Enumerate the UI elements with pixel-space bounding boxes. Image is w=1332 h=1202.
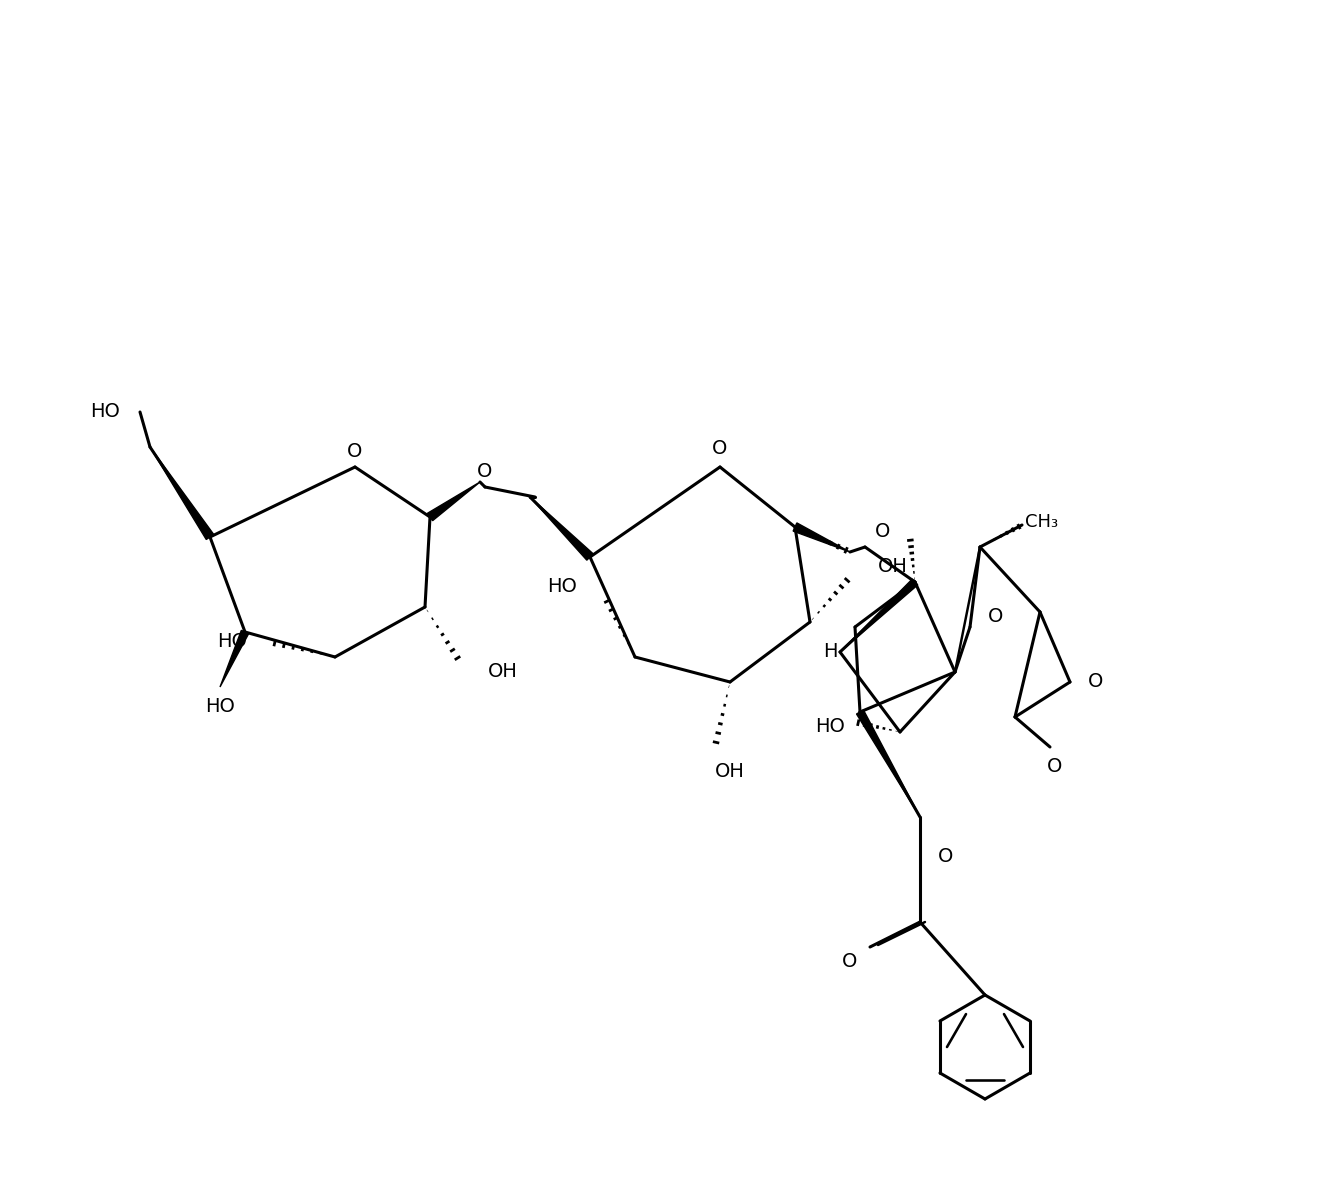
Text: O: O (988, 607, 1003, 626)
Polygon shape (793, 523, 850, 552)
Text: HO: HO (217, 632, 246, 651)
Text: OH: OH (488, 662, 518, 682)
Text: HO: HO (205, 697, 234, 716)
Text: O: O (713, 440, 727, 458)
Text: OH: OH (715, 762, 745, 781)
Text: HO: HO (91, 403, 120, 422)
Polygon shape (856, 710, 920, 817)
Polygon shape (151, 447, 213, 540)
Text: O: O (1047, 757, 1063, 776)
Polygon shape (840, 579, 918, 651)
Polygon shape (428, 482, 480, 520)
Text: O: O (842, 952, 858, 971)
Text: O: O (938, 847, 954, 867)
Polygon shape (530, 496, 593, 560)
Text: O: O (875, 523, 891, 541)
Text: OH: OH (878, 558, 908, 577)
Text: CH₃: CH₃ (1026, 513, 1058, 531)
Text: H: H (823, 643, 838, 661)
Text: HO: HO (547, 577, 577, 596)
Text: O: O (1088, 672, 1103, 691)
Polygon shape (220, 630, 249, 688)
Text: O: O (477, 463, 493, 482)
Text: HO: HO (815, 718, 844, 737)
Text: O: O (348, 442, 362, 462)
